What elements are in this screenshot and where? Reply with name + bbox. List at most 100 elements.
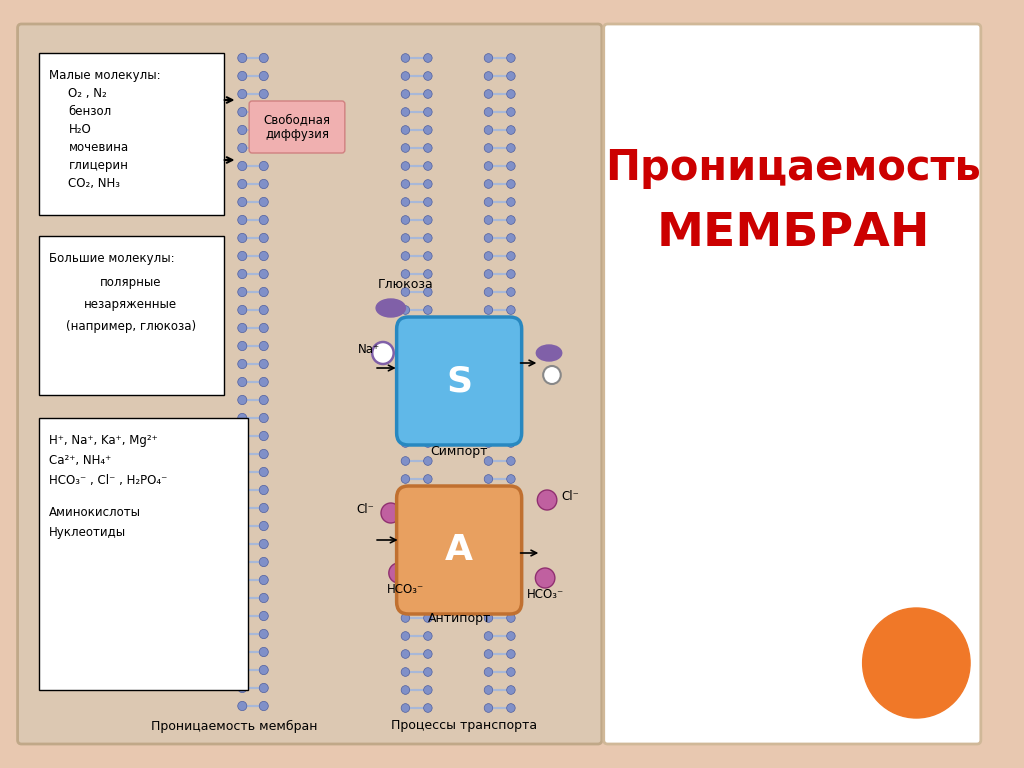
Circle shape xyxy=(381,503,400,523)
Circle shape xyxy=(238,432,247,441)
Circle shape xyxy=(484,216,493,224)
Circle shape xyxy=(238,558,247,567)
Text: Проницаемость мембран: Проницаемость мембран xyxy=(152,720,317,733)
Circle shape xyxy=(259,396,268,405)
Circle shape xyxy=(424,197,432,207)
Circle shape xyxy=(238,377,247,386)
Text: Аминокислоты: Аминокислоты xyxy=(49,506,141,519)
Circle shape xyxy=(424,686,432,694)
Circle shape xyxy=(401,197,410,207)
Text: Процессы транспорта: Процессы транспорта xyxy=(391,720,538,733)
Circle shape xyxy=(424,614,432,622)
Circle shape xyxy=(424,216,432,224)
Circle shape xyxy=(401,703,410,713)
Circle shape xyxy=(259,485,268,495)
Circle shape xyxy=(401,233,410,243)
Circle shape xyxy=(424,252,432,260)
Circle shape xyxy=(238,647,247,657)
FancyBboxPatch shape xyxy=(17,24,602,744)
Circle shape xyxy=(238,485,247,495)
Circle shape xyxy=(259,521,268,531)
Text: Нуклеотиды: Нуклеотиды xyxy=(49,526,126,539)
FancyBboxPatch shape xyxy=(39,236,223,395)
Text: H⁺, Na⁺, Ka⁺, Mg²⁺: H⁺, Na⁺, Ka⁺, Mg²⁺ xyxy=(49,434,158,447)
Circle shape xyxy=(259,251,268,260)
Circle shape xyxy=(507,457,515,465)
Circle shape xyxy=(401,667,410,677)
Circle shape xyxy=(862,608,970,718)
Text: МЕМБРАН: МЕМБРАН xyxy=(656,210,930,256)
Circle shape xyxy=(238,215,247,224)
Circle shape xyxy=(238,233,247,243)
Circle shape xyxy=(401,144,410,152)
Circle shape xyxy=(259,89,268,98)
Circle shape xyxy=(424,108,432,116)
Circle shape xyxy=(401,457,410,465)
Circle shape xyxy=(424,703,432,713)
Circle shape xyxy=(401,108,410,116)
Circle shape xyxy=(238,71,247,81)
Circle shape xyxy=(484,233,493,243)
Text: HCO₃⁻ , Cl⁻ , H₂PO₄⁻: HCO₃⁻ , Cl⁻ , H₂PO₄⁻ xyxy=(49,474,167,487)
Text: Свободная
диффузия: Свободная диффузия xyxy=(263,113,331,141)
FancyBboxPatch shape xyxy=(39,418,248,690)
Circle shape xyxy=(424,54,432,62)
Circle shape xyxy=(401,161,410,170)
Circle shape xyxy=(259,629,268,639)
FancyBboxPatch shape xyxy=(249,101,345,153)
Circle shape xyxy=(401,614,410,622)
Text: Глюкоза: Глюкоза xyxy=(378,278,433,291)
Circle shape xyxy=(484,161,493,170)
Circle shape xyxy=(507,650,515,658)
Circle shape xyxy=(484,90,493,98)
Circle shape xyxy=(238,594,247,603)
Text: A: A xyxy=(445,533,473,567)
Circle shape xyxy=(238,53,247,63)
Circle shape xyxy=(484,614,493,622)
Text: Малые молекулы:: Малые молекулы: xyxy=(49,69,161,82)
Circle shape xyxy=(259,611,268,621)
Circle shape xyxy=(536,568,555,588)
Circle shape xyxy=(238,108,247,117)
Text: полярные: полярные xyxy=(100,276,162,289)
Circle shape xyxy=(238,323,247,333)
Circle shape xyxy=(484,457,493,465)
Circle shape xyxy=(238,161,247,170)
Text: HCO₃⁻: HCO₃⁻ xyxy=(387,583,424,596)
Circle shape xyxy=(401,475,410,483)
Circle shape xyxy=(484,270,493,278)
Circle shape xyxy=(259,197,268,207)
Circle shape xyxy=(401,686,410,694)
Circle shape xyxy=(259,701,268,710)
Circle shape xyxy=(484,686,493,694)
Circle shape xyxy=(538,490,557,510)
Circle shape xyxy=(401,90,410,98)
Circle shape xyxy=(484,650,493,658)
Circle shape xyxy=(259,144,268,153)
Circle shape xyxy=(238,521,247,531)
Circle shape xyxy=(259,53,268,63)
Circle shape xyxy=(259,558,268,567)
Circle shape xyxy=(259,341,268,351)
Circle shape xyxy=(259,270,268,279)
Circle shape xyxy=(259,180,268,189)
Circle shape xyxy=(238,197,247,207)
Circle shape xyxy=(238,306,247,315)
Circle shape xyxy=(507,631,515,641)
Circle shape xyxy=(259,413,268,422)
Circle shape xyxy=(259,468,268,477)
Circle shape xyxy=(259,594,268,603)
Circle shape xyxy=(401,631,410,641)
Circle shape xyxy=(507,161,515,170)
Circle shape xyxy=(401,288,410,296)
Circle shape xyxy=(259,161,268,170)
Circle shape xyxy=(259,359,268,369)
Circle shape xyxy=(259,215,268,224)
Circle shape xyxy=(507,54,515,62)
Circle shape xyxy=(238,341,247,351)
Circle shape xyxy=(259,647,268,657)
Circle shape xyxy=(507,233,515,243)
Circle shape xyxy=(238,629,247,639)
Circle shape xyxy=(259,539,268,548)
Circle shape xyxy=(507,270,515,278)
